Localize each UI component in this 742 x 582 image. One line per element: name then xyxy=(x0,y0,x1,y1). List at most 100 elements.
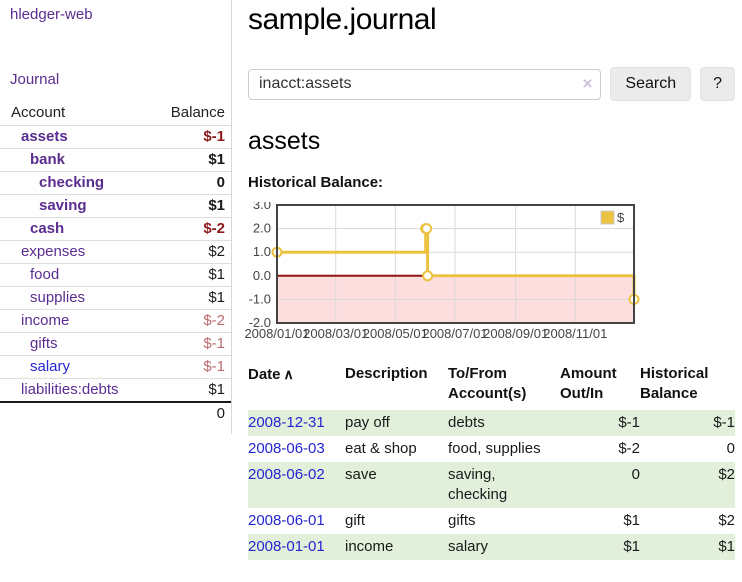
account-balance: $-2 xyxy=(203,220,225,237)
register-row: 2008-06-01 gift gifts $1 $2 xyxy=(248,508,735,534)
page-title: sample.journal xyxy=(248,3,437,36)
account-row: liabilities:debts $1 xyxy=(0,378,231,401)
transaction-accounts: salary xyxy=(448,538,489,555)
sidebar-item-journal[interactable]: Journal xyxy=(10,71,60,88)
chart-border xyxy=(276,204,635,324)
legend-swatch xyxy=(600,210,615,225)
account-link[interactable]: expenses xyxy=(21,243,86,260)
column-header-historical-balance: Historical Balance xyxy=(640,365,709,402)
account-link[interactable]: saving xyxy=(39,197,87,214)
transaction-historical-balance: $2 xyxy=(718,466,735,483)
transaction-accounts: gifts xyxy=(448,512,476,529)
chart-point-marker xyxy=(421,223,433,235)
transaction-date-link[interactable]: 2008-12-31 xyxy=(248,414,325,431)
sort-ascending-icon: ∧ xyxy=(283,366,294,382)
account-link[interactable]: salary xyxy=(30,358,71,375)
account-row: cash $-2 xyxy=(0,217,231,240)
y-axis-tick-label: 3.0 xyxy=(253,202,271,212)
chart-title: Historical Balance: xyxy=(248,174,384,191)
search-box: × xyxy=(248,68,602,100)
account-row: food $1 xyxy=(0,263,231,286)
transaction-date-link[interactable]: 2008-06-02 xyxy=(248,466,325,483)
x-axis-tick-label: 2008/07/01 xyxy=(422,326,487,341)
account-balance: $-1 xyxy=(203,128,225,145)
y-axis-tick-label: 0.0 xyxy=(253,268,271,283)
account-row: saving $1 xyxy=(0,194,231,217)
transaction-historical-balance: $1 xyxy=(718,538,735,555)
legend-label: $ xyxy=(617,210,625,225)
account-heading: assets xyxy=(248,127,321,155)
register-row: 2008-01-01 income salary $1 $1 xyxy=(248,534,735,560)
transaction-accounts: saving, checking xyxy=(448,466,508,503)
account-row: assets $-1 xyxy=(0,125,231,148)
transaction-amount: $1 xyxy=(623,538,640,555)
y-axis-tick-label: -2.0 xyxy=(249,315,271,330)
transaction-historical-balance: $2 xyxy=(718,512,735,529)
register-rows: 2008-12-31 pay off debts $-1 $-1 2008-06-03 ea… xyxy=(248,410,735,560)
account-balance: $1 xyxy=(208,289,225,306)
register-table: Date ∧ Description To/From Account(s) Amo… xyxy=(248,362,735,560)
x-axis-tick-label: 2008/09/01 xyxy=(483,326,548,341)
accounts-table: Account Balance assets $-1 bank $1 checking 0… xyxy=(0,100,231,425)
account-balance: $2 xyxy=(208,243,225,260)
register-row: 2008-12-31 pay off debts $-1 $-1 xyxy=(248,410,735,436)
register-header-row: Date ∧ Description To/From Account(s) Amo… xyxy=(248,362,735,410)
x-axis-tick-label: 2008/03/01 xyxy=(303,326,368,341)
transaction-date-link[interactable]: 2008-06-03 xyxy=(248,440,325,457)
sidebar: hledger-web Journal Account Balance asse… xyxy=(0,0,232,434)
account-link[interactable]: bank xyxy=(30,151,66,168)
transaction-date-link[interactable]: 2008-06-01 xyxy=(248,512,325,529)
transaction-date-link[interactable]: 2008-01-01 xyxy=(248,538,325,555)
account-link[interactable]: checking xyxy=(39,174,105,191)
accounts-total-row: 0 xyxy=(0,401,231,425)
account-row: bank $1 xyxy=(0,148,231,171)
account-row: expenses $2 xyxy=(0,240,231,263)
transaction-accounts: debts xyxy=(448,414,485,431)
transaction-description: gift xyxy=(345,512,366,529)
account-balance: $-1 xyxy=(203,335,225,352)
account-balance: $-2 xyxy=(203,312,225,329)
account-row: income $-2 xyxy=(0,309,231,332)
balance-chart[interactable]: $3.0 2.0 1.0 0.0 -1.0 -2.0 2008/01/01 2008/03/0… xyxy=(244,202,735,348)
account-balance: $1 xyxy=(208,151,225,168)
account-row: salary $-1 xyxy=(0,355,231,378)
account-link[interactable]: assets xyxy=(21,128,68,145)
transaction-historical-balance: $-1 xyxy=(713,414,735,431)
search-button[interactable]: Search xyxy=(610,67,692,101)
account-link[interactable]: income xyxy=(21,312,70,329)
account-balance: $1 xyxy=(208,197,225,214)
accounts-table-header: Account Balance xyxy=(0,100,231,125)
account-balance: $-1 xyxy=(203,358,225,375)
app-brand-link[interactable]: hledger-web xyxy=(10,6,93,23)
register-row: 2008-06-02 save saving, checking 0 $2 xyxy=(248,462,735,508)
account-balance: $1 xyxy=(208,266,225,283)
transaction-description: save xyxy=(345,466,377,483)
total-balance: 0 xyxy=(216,405,225,422)
search-input[interactable] xyxy=(248,68,602,100)
column-header-tofrom-accounts: To/From Account(s) xyxy=(448,365,527,402)
account-row: supplies $1 xyxy=(0,286,231,309)
balance-column-header: Balance xyxy=(170,104,225,121)
account-row: checking 0 xyxy=(0,171,231,194)
transaction-historical-balance: 0 xyxy=(726,440,735,457)
transaction-amount: $-1 xyxy=(618,414,640,431)
clear-search-icon[interactable]: × xyxy=(582,73,593,93)
help-button[interactable]: ? xyxy=(700,67,735,101)
transaction-amount: $-2 xyxy=(618,440,640,457)
account-column-header: Account xyxy=(11,104,66,121)
account-link[interactable]: supplies xyxy=(30,289,86,306)
account-link[interactable]: cash xyxy=(30,220,65,237)
x-axis-tick-label: 2008/11/01 xyxy=(543,326,607,341)
account-balance: $1 xyxy=(208,381,225,398)
transaction-description: income xyxy=(345,538,394,555)
column-header-date[interactable]: Date ∧ xyxy=(248,366,294,383)
balance-chart-canvas[interactable]: $3.0 2.0 1.0 0.0 -1.0 -2.02008/01/012008/03/0… xyxy=(240,202,740,350)
transaction-accounts: food, supplies xyxy=(448,440,541,457)
y-axis-tick-label: -1.0 xyxy=(249,291,271,306)
main-content: sample.journal × Search ? assets Histori… xyxy=(244,0,735,560)
account-link[interactable]: gifts xyxy=(30,335,58,352)
account-link[interactable]: food xyxy=(30,266,60,283)
account-link[interactable]: liabilities:debts xyxy=(21,381,119,398)
y-axis-tick-label: 1.0 xyxy=(253,244,271,259)
